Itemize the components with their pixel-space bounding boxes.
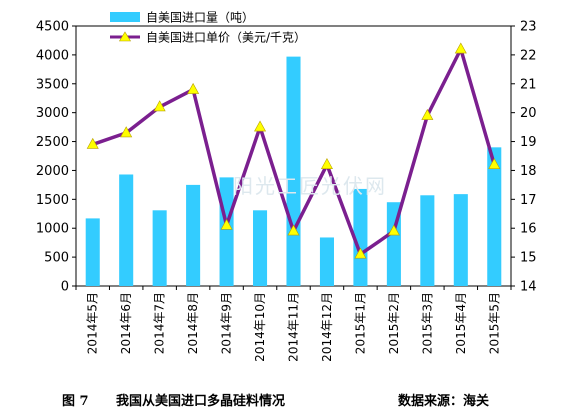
legend-bar-label: 自美国进口量（吨） [146,11,254,25]
figure-source: 数据来源：海关 [398,394,490,409]
x-tick-label: 2015年2月 [387,292,401,354]
y-left-tick-label: 4000 [36,48,69,63]
y-right-tick-label: 17 [520,193,537,208]
figure-number: 图 7 [62,394,89,409]
y-left-tick-label: 4500 [36,20,69,35]
y-right-tick-label: 22 [520,48,537,63]
y-right-tick-label: 16 [520,222,537,237]
bar [119,174,134,286]
legend-line-marker [118,31,132,42]
bar [286,56,301,286]
bar [319,237,334,286]
price-point [220,218,233,230]
figure-title: 我国从美国进口多晶硅料情况 [116,394,286,409]
tick-labels: 0 500 1000 1500 2000 2500 3000 3500 4000 4500 14 15… [36,20,537,362]
y-left-tick-label: 3000 [36,106,69,121]
legend-line-label: 自美国进口单价（美元/千克） [146,31,306,45]
bar [186,184,201,286]
price-point [254,120,267,132]
y-right-tick-label: 14 [520,280,537,295]
y-left-tick-label: 2500 [36,135,69,150]
y-left-tick-label: 3500 [36,77,69,92]
x-tick-label: 2015年3月 [420,292,434,354]
legend: 自美国进口量（吨） 自美国进口单价（美元/千克） [110,11,306,45]
bar-series [85,56,502,286]
x-tick-label: 2015年4月 [454,292,468,354]
y-right-tick-label: 15 [520,251,537,266]
y-right-tick-label: 21 [520,77,537,92]
price-point [120,126,133,138]
watermark: 阳光工匠光伏网 [233,174,387,198]
y-left-tick-label: 2000 [36,164,69,179]
bar [453,194,468,286]
x-tick-label: 2014年5月 [86,292,100,354]
y-left-tick-label: 1000 [36,222,69,237]
chart-area: 0 500 1000 1500 2000 2500 3000 3500 4000 4500 14 15… [36,11,537,362]
x-tick-label: 2014年8月 [186,292,200,354]
x-tick-label: 2015年1月 [353,292,367,354]
y-right-tick-label: 20 [520,106,537,121]
price-point [153,100,166,112]
bar [85,218,100,286]
x-tick-label: 2014年11月 [287,292,301,362]
price-point [454,42,467,54]
price-point [488,158,501,169]
price-point [187,82,200,94]
legend-bar-swatch [110,12,140,22]
y-right-tick-label: 23 [520,20,537,35]
price-point [354,247,367,259]
y-right-tick-label: 18 [520,164,537,179]
bar [253,210,268,286]
y-left-tick-label: 0 [61,280,69,295]
price-point [86,137,99,149]
x-tick-label: 2014年9月 [220,292,234,354]
x-tick-label: 2014年7月 [153,292,167,354]
price-point [421,108,434,120]
bar [420,195,435,286]
bar [152,210,167,286]
y-left-tick-label: 1500 [36,193,69,208]
x-tick-label: 2014年6月 [119,292,133,354]
line-series [86,42,501,259]
x-tick-label: 2014年12月 [320,292,334,362]
bar [219,177,234,286]
price-point [287,224,300,236]
price-point [320,158,333,169]
x-tick-label: 2014年10月 [253,292,267,362]
x-tick-label: 2015年5月 [487,292,501,354]
y-left-tick-label: 500 [44,251,69,266]
bar [353,188,368,286]
y-right-tick-label: 19 [520,135,537,150]
price-point [387,224,400,236]
bar [487,147,502,286]
